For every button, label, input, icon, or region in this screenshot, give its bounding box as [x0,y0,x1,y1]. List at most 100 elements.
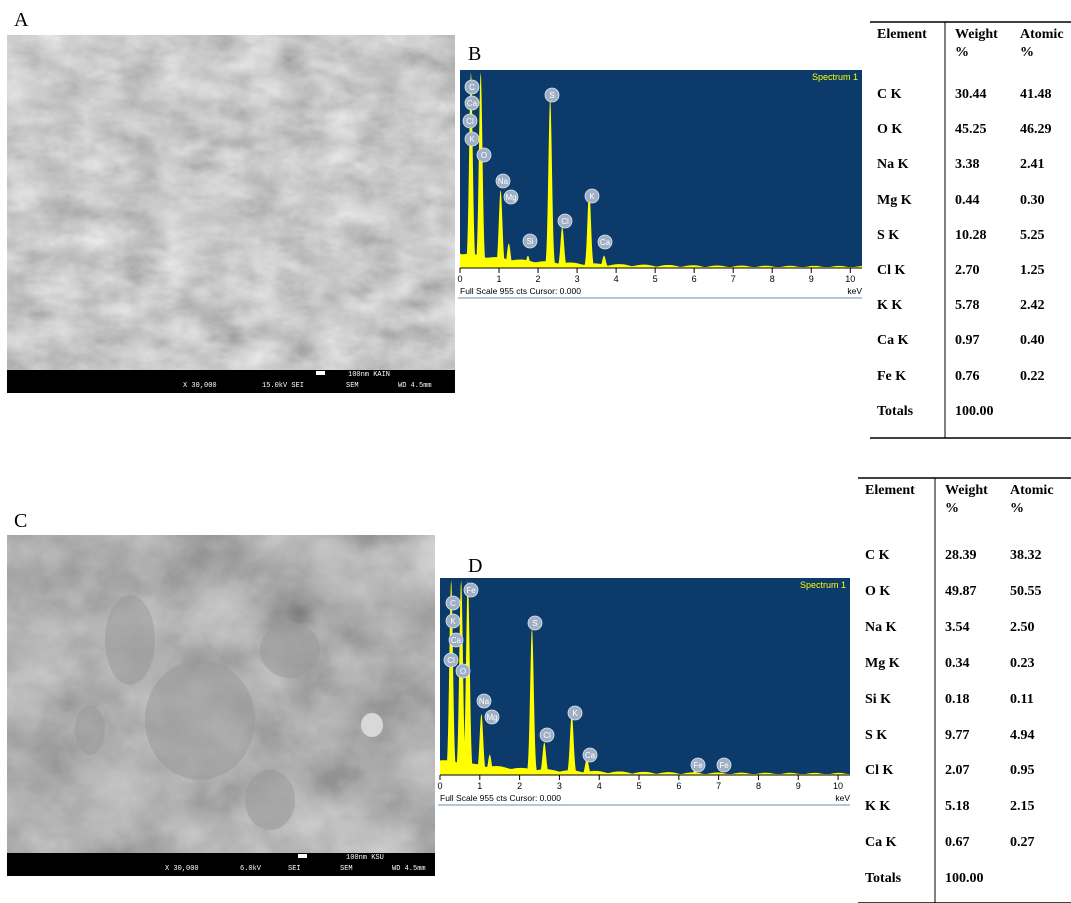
table-cell: 9.77 [945,727,1015,745]
x-tick-label: 6 [692,274,697,284]
table-cell: C K [877,86,947,104]
x-tick-label: 9 [796,781,801,791]
sem-image [7,35,455,371]
table-cell: Atomic % [1020,26,1070,62]
scale-bar [298,854,307,858]
table-cell: Na K [877,156,947,174]
table-cell: Totals [865,870,935,888]
info-text: X 30,000 [183,382,217,390]
peak-label: C [450,599,456,608]
table-cell: 2.15 [1010,798,1071,816]
table-cell: 0.97 [955,332,1025,350]
info-text: SEM [346,382,359,390]
panel-label: B [468,43,481,65]
table-cell: 3.54 [945,619,1015,637]
spectrum-plot [440,578,850,775]
scale-text: 100nm KAIN [348,371,390,379]
table-cell: 0.95 [1010,762,1071,780]
table-cell: Atomic % [1010,482,1060,518]
peak-label: K [572,709,578,718]
table-cell: C K [865,547,935,565]
info-text: 15.0kV SEI [262,382,304,390]
x-tick-label: 3 [575,274,580,284]
peak-label: Si [526,237,533,246]
spectrum-title: Spectrum 1 [800,580,846,590]
x-tick-label: 5 [653,274,658,284]
peak-label: Cl [466,117,474,126]
peak-label: Ca [451,636,462,645]
panel-label: C [14,510,27,532]
table-cell: Mg K [865,655,935,673]
x-tick-label: 5 [637,781,642,791]
table-cell: Weight % [945,482,995,518]
x-tick-label: 7 [731,274,736,284]
peak-label: K [469,135,475,144]
spectrum-footer: Full Scale 955 cts Cursor: 0.000 [440,793,561,803]
table-cell: 5.78 [955,297,1025,315]
peak-label: S [532,619,537,628]
table-cell: Na K [865,619,935,637]
table-cell: 4.94 [1010,727,1071,745]
x-tick-label: 8 [770,274,775,284]
table-cell: K K [865,798,935,816]
table-cell: 2.50 [1010,619,1071,637]
table-cell: S K [877,227,947,245]
peak-label: Cl [447,656,455,665]
peak-label: Fe [693,761,703,770]
table-cell: 5.25 [1020,227,1071,245]
peak-label: Ca [467,99,478,108]
table-cell: O K [865,583,935,601]
info-text: WD 4.5mm [392,865,426,873]
table-cell: 0.11 [1010,691,1071,709]
table-cell: 2.42 [1020,297,1071,315]
table-cell: Element [865,482,935,500]
table-cell: 0.76 [955,368,1025,386]
table-cell: 45.25 [955,121,1025,139]
table-cell: 0.40 [1020,332,1071,350]
table-cell: 0.44 [955,192,1025,210]
peak-label: Ca [585,751,596,760]
x-tick-label: 6 [676,781,681,791]
table-cell: Totals [877,403,947,421]
spectrum-title: Spectrum 1 [812,72,858,82]
table-cell: 100.00 [945,870,1015,888]
spectrum-unit: keV [847,286,862,296]
x-tick-label: 2 [517,781,522,791]
x-tick-label: 10 [833,781,843,791]
table-cell: O K [877,121,947,139]
table-cell: Weight % [955,26,1005,62]
figure: A 100nm KAIN X 30,000 15.0kV SEI SEM WD … [0,0,1071,903]
table-cell: Fe K [877,368,947,386]
table-cell: 30.44 [955,86,1025,104]
peak-label: O [460,667,466,676]
x-tick-label: 0 [437,781,442,791]
table-cell: 38.32 [1010,547,1071,565]
table-cell: 46.29 [1020,121,1071,139]
table-cell: 3.38 [955,156,1025,174]
info-text: WD 4.5mm [398,382,432,390]
info-text: X 30,000 [165,865,199,873]
peak-label: O [481,151,487,160]
panel-label: D [468,555,482,577]
table-cell: 49.87 [945,583,1015,601]
particle [361,713,383,737]
peak-label: S [549,91,554,100]
x-tick-label: 2 [536,274,541,284]
peak-label: C [469,83,475,92]
peak-label: Cl [543,731,551,740]
x-tick-label: 10 [845,274,855,284]
table-cell: 2.70 [955,262,1025,280]
table-cell: 10.28 [955,227,1025,245]
peak-label: K [589,192,595,201]
table-cell: 0.22 [1020,368,1071,386]
table-cell: Si K [865,691,935,709]
table-cell: 0.18 [945,691,1015,709]
scale-bar [316,371,325,375]
table-cell: K K [877,297,947,315]
info-text: SEI [288,865,301,873]
table-cell: Cl K [865,762,935,780]
table-cell: 100.00 [955,403,1025,421]
table-cell: 5.18 [945,798,1015,816]
peak-label: Ca [600,238,611,247]
x-tick-label: 7 [716,781,721,791]
